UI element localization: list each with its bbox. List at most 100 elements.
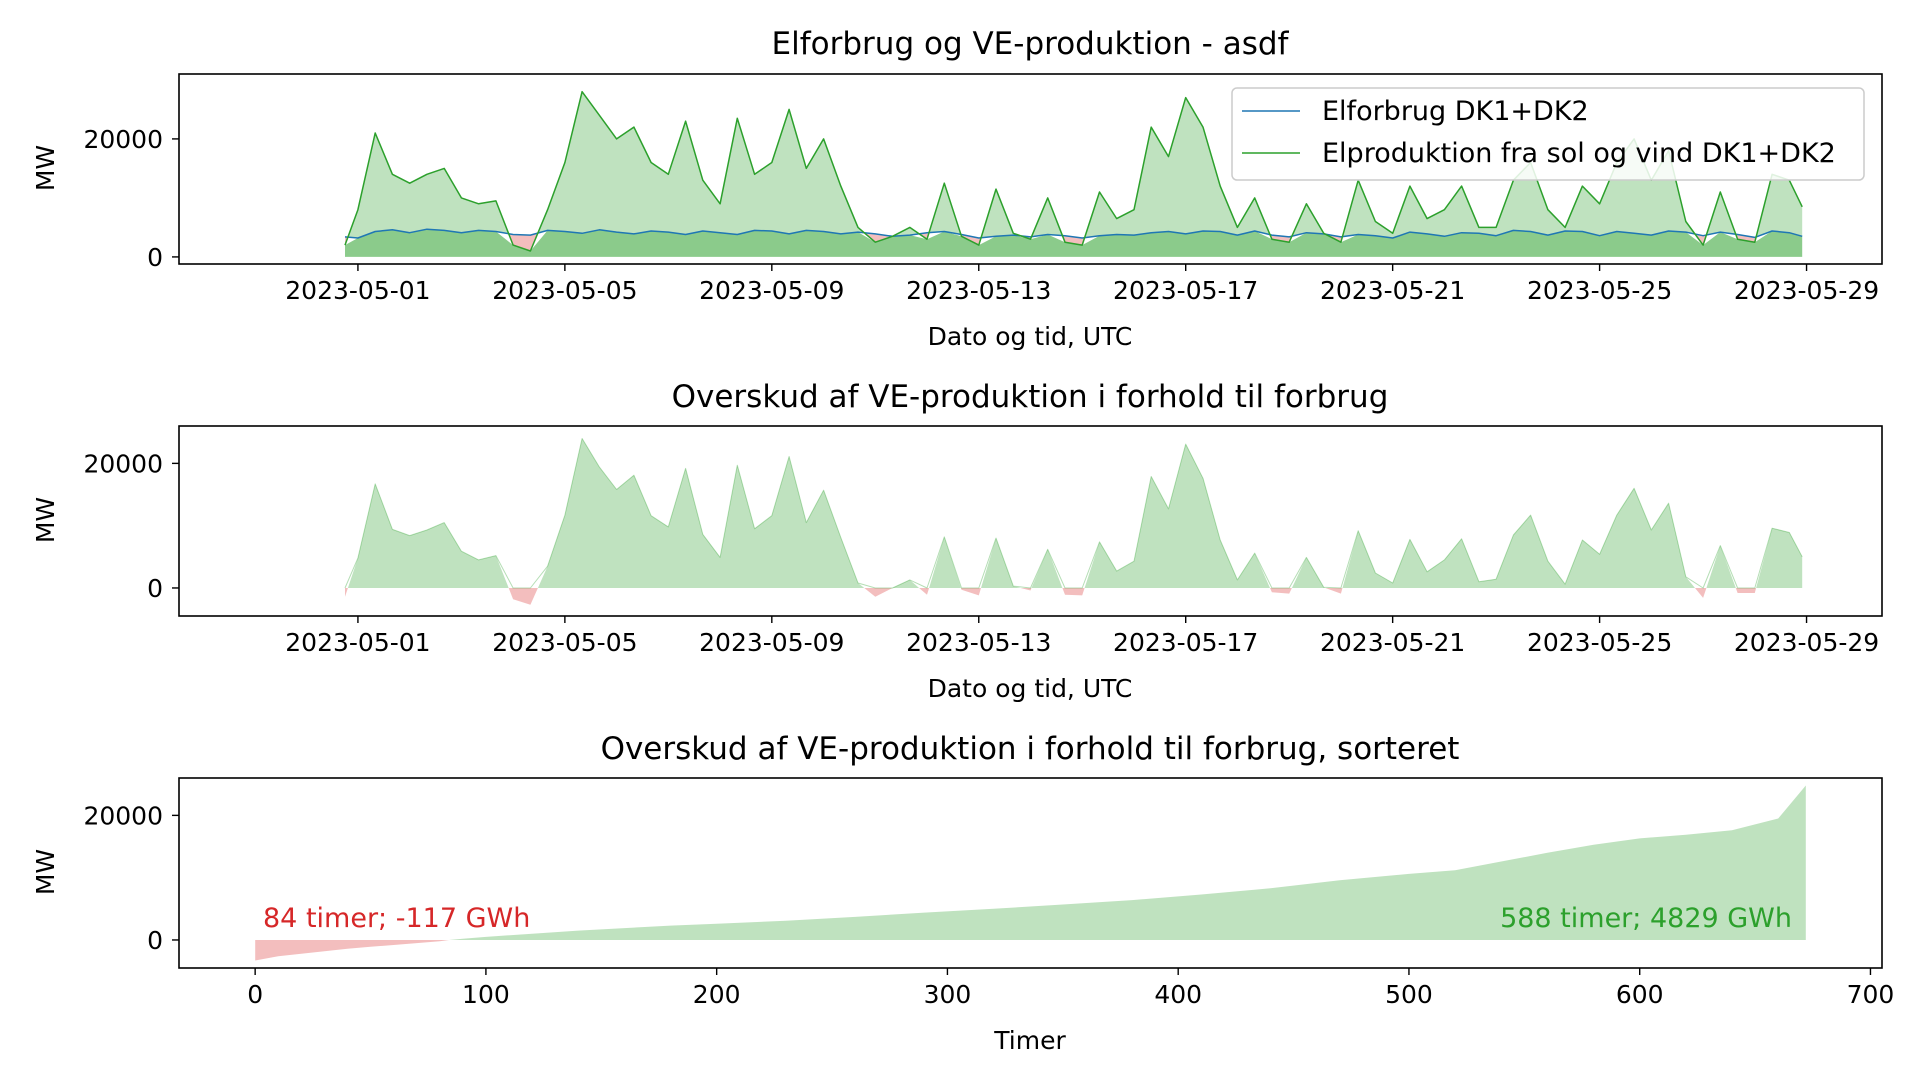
deficit-fill <box>1270 588 1292 594</box>
deficit-fill <box>864 588 893 597</box>
x-tick-label: 700 <box>1847 980 1895 1009</box>
y-tick-label: 0 <box>147 243 163 272</box>
x-tick-label: 2023-05-21 <box>1320 276 1465 305</box>
surplus-fill <box>1291 203 1326 237</box>
x-tick-label: 2023-05-01 <box>285 276 430 305</box>
deficit-fill <box>1270 234 1292 243</box>
surplus-fill <box>1342 488 1695 588</box>
surplus-fill <box>1084 97 1270 238</box>
surplus-edge <box>344 438 1803 589</box>
x-tick-label: 300 <box>924 980 972 1009</box>
x-tick-label: 2023-05-13 <box>906 628 1051 657</box>
panel-consumption-production: Elforbrug og VE-produktion - asdf MW Dat… <box>31 26 1883 351</box>
chart-title-2: Overskud af VE-produktion i forhold til … <box>672 379 1389 415</box>
series-line-production <box>344 90 1803 252</box>
deficit-fill <box>1020 588 1032 591</box>
x-axis-label-2: Dato og tid, UTC <box>928 674 1133 703</box>
deficit-fill <box>919 588 930 595</box>
axes-frame-2 <box>178 425 1883 617</box>
y-tick-label: 20000 <box>83 449 163 478</box>
surplus-fill <box>981 189 1021 238</box>
plot-area-3 <box>255 785 1806 961</box>
x-tick-label: 2023-05-29 <box>1734 276 1879 305</box>
surplus-fill <box>1291 557 1326 588</box>
surplus-fill <box>1756 528 1803 588</box>
legend-box <box>1231 87 1865 181</box>
legend: Elforbrug DK1+DK2 Elproduktion fra sol o… <box>1231 87 1865 181</box>
y-axis-label-3: MW <box>31 849 60 895</box>
deficit-fill <box>1325 588 1343 594</box>
deficit-fill <box>508 588 538 605</box>
x-tick-label: 2023-05-17 <box>1113 276 1258 305</box>
deficit-fill <box>1062 588 1085 596</box>
axes-frame-3 <box>178 777 1883 969</box>
legend-label-consumption: Elforbrug DK1+DK2 <box>1322 96 1589 127</box>
x-tick-label: 2023-05-05 <box>492 628 637 657</box>
x-tick-label: 2023-05-25 <box>1527 276 1672 305</box>
chart-title-3: Overskud af VE-produktion i forhold til … <box>601 731 1460 767</box>
deficit-fill <box>1735 234 1757 243</box>
y-tick-label: 20000 <box>83 125 163 154</box>
y-axis-label-2: MW <box>31 497 60 543</box>
surplus-fill <box>1706 192 1736 235</box>
ticks-1: 2023-05-01 2023-05-05 2023-05-09 2023-05-13… <box>83 125 1879 305</box>
chart-title-1: Elforbrug og VE-produktion - asdf <box>772 26 1290 62</box>
axes-frame-1 <box>178 73 1883 265</box>
x-tick-label: 100 <box>462 980 510 1009</box>
x-axis-label-1: Dato og tid, UTC <box>928 322 1133 351</box>
surplus-fill <box>929 183 961 235</box>
legend-label-production: Elproduktion fra sol og vind DK1+DK2 <box>1322 138 1836 169</box>
x-tick-label: 0 <box>247 980 263 1009</box>
surplus-fill <box>1706 545 1736 588</box>
series-line-consumption <box>344 228 1803 239</box>
surplus-fill <box>537 91 865 235</box>
surplus-fill <box>1084 444 1270 588</box>
x-tick-label: 500 <box>1385 980 1433 1009</box>
annotation-surplus: 588 timer; 4829 GWh <box>1500 903 1792 934</box>
plot-area-1 <box>344 90 1803 257</box>
x-tick-label: 2023-05-13 <box>906 276 1051 305</box>
ticks-2: 2023-05-01 2023-05-05 2023-05-09 2023-05-13… <box>83 449 1879 657</box>
x-tick-label: 2023-05-29 <box>1734 628 1879 657</box>
x-tick-label: 2023-05-01 <box>285 628 430 657</box>
x-tick-label: 400 <box>1154 980 1202 1009</box>
deficit-fill <box>508 233 538 251</box>
deficit-fill <box>1735 588 1757 593</box>
surplus-fill <box>929 536 961 588</box>
deficit-fill <box>345 588 348 597</box>
deficit-fill <box>255 940 449 961</box>
y-tick-label: 0 <box>147 574 163 603</box>
surplus-fill <box>1031 197 1063 237</box>
x-tick-label: 2023-05-09 <box>699 628 844 657</box>
deficit-fill <box>1695 588 1707 598</box>
y-axis-label-1: MW <box>31 145 60 191</box>
x-tick-label: 200 <box>693 980 741 1009</box>
surplus-fill <box>1342 138 1695 238</box>
surplus-fill <box>1031 549 1063 588</box>
plot-area-2 <box>344 438 1803 605</box>
x-axis-label-3: Timer <box>993 1026 1066 1055</box>
x-tick-label: 600 <box>1616 980 1664 1009</box>
y-tick-label: 0 <box>147 926 163 955</box>
surplus-fill <box>1756 174 1803 237</box>
x-tick-label: 2023-05-17 <box>1113 628 1258 657</box>
surplus-fill <box>449 785 1806 940</box>
deficit-fill <box>864 232 893 243</box>
surplus-fill <box>892 579 920 588</box>
y-tick-label: 20000 <box>83 801 163 830</box>
surplus-fill <box>347 483 509 588</box>
surplus-fill <box>981 538 1021 588</box>
deficit-fill <box>960 234 981 246</box>
x-tick-label: 2023-05-09 <box>699 276 844 305</box>
surplus-fill <box>537 438 865 588</box>
deficit-fill <box>919 232 930 240</box>
annotation-deficit: 84 timer; -117 GWh <box>263 903 530 934</box>
x-tick-label: 2023-05-21 <box>1320 628 1465 657</box>
panel-surplus-sorted: Overskud af VE-produktion i forhold til … <box>31 731 1894 1055</box>
x-tick-label: 2023-05-25 <box>1527 628 1672 657</box>
deficit-fill <box>960 588 981 596</box>
panel-surplus: Overskud af VE-produktion i forhold til … <box>31 379 1883 703</box>
x-tick-label: 2023-05-05 <box>492 276 637 305</box>
ticks-3: 0 100 200 300 400 500 600 700 0 20000 <box>83 801 1894 1009</box>
